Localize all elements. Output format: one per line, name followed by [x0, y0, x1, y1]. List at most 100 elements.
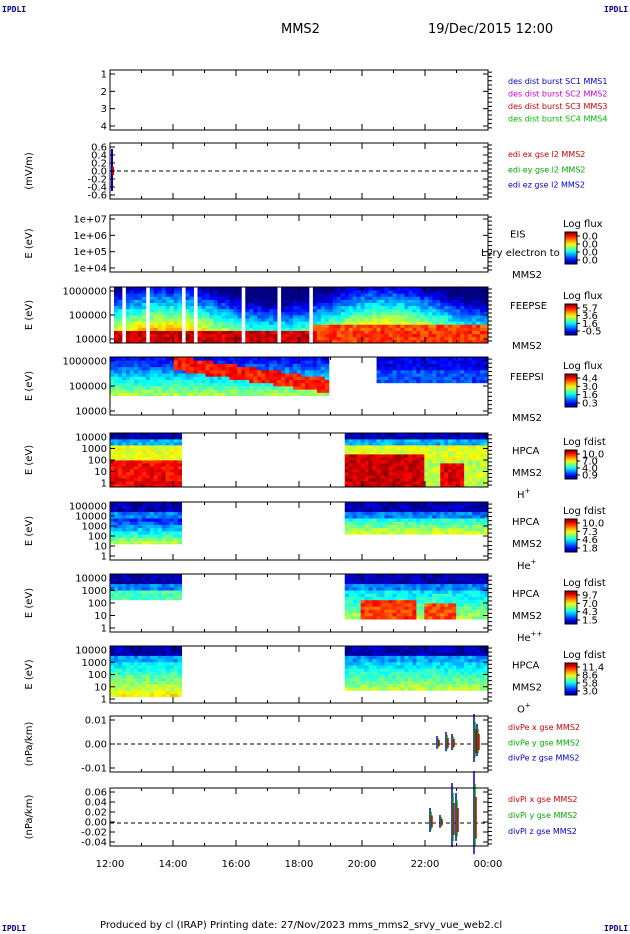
- y-axis-label: E (eV): [24, 300, 35, 330]
- spectrogram-cell: [201, 360, 206, 364]
- spectrogram-cell: [444, 508, 449, 513]
- spectrogram: [110, 357, 489, 397]
- spectrogram-cell: [185, 336, 190, 341]
- spectrogram-cell: [217, 336, 222, 341]
- spectrogram-cell: [304, 324, 310, 328]
- spectrogram-cell: [173, 287, 179, 291]
- spectrogram-cell: [400, 445, 405, 449]
- spectrogram-cell: [480, 433, 485, 437]
- spectrogram-cell: [396, 518, 401, 522]
- spectrogram-cell: [464, 460, 469, 464]
- spectrogram-cell: [189, 293, 194, 297]
- spectrogram-cell: [201, 302, 206, 307]
- spectrogram-cell: [344, 469, 350, 473]
- spectrogram-cell: [364, 318, 370, 322]
- spectrogram-cell: [368, 315, 374, 319]
- spectrogram-cell: [225, 287, 230, 291]
- spectrogram-cell: [161, 296, 167, 300]
- spectrogram-cell: [436, 518, 441, 522]
- spectrogram-cell: [201, 382, 206, 387]
- spectrogram-cell: [432, 527, 437, 532]
- spectrogram-cell: [141, 287, 147, 291]
- spectrogram-cell: [113, 296, 119, 300]
- spectrogram-cell: [117, 357, 123, 361]
- spectrogram-cell: [161, 369, 167, 374]
- spectrogram-cell: [141, 457, 147, 461]
- spectrogram-cell: [444, 615, 449, 620]
- spectrogram-cell: [464, 508, 469, 513]
- spectrogram-cell: [412, 472, 417, 476]
- spectrogram-cell: [368, 524, 374, 529]
- spectrogram-cell: [125, 392, 131, 397]
- spectrogram-cell: [436, 448, 441, 452]
- spectrogram-cell: [161, 386, 167, 390]
- spectrogram-cell: [480, 451, 485, 455]
- spectrogram-cell: [113, 537, 119, 542]
- spectrogram-cell: [372, 333, 377, 338]
- spectrogram-cell: [416, 609, 421, 614]
- spectrogram-cell: [448, 433, 453, 437]
- spectrogram-cell: [384, 524, 389, 529]
- spectrogram-cell: [293, 308, 298, 313]
- spectrogram-cell: [145, 508, 151, 513]
- spectrogram-cell: [173, 481, 179, 485]
- spectrogram-cell: [388, 445, 393, 449]
- spectrogram-cell: [161, 379, 167, 384]
- spectrogram-cell: [137, 518, 143, 522]
- spectrogram-cell: [404, 508, 409, 513]
- spectrogram-cell: [348, 603, 354, 607]
- spectrogram-cell: [269, 305, 274, 310]
- spectrogram-cell: [480, 469, 485, 473]
- spectrogram-cell: [392, 333, 397, 338]
- spectrogram-cell: [388, 324, 393, 328]
- spectrogram-cell: [436, 502, 441, 506]
- spectrogram-cell: [273, 315, 278, 319]
- spectrogram-cell: [113, 382, 119, 387]
- spectrogram-cell: [249, 333, 254, 338]
- spectrogram-cell: [468, 508, 473, 513]
- spectrogram-cell: [432, 606, 437, 610]
- spectrogram-cell: [265, 308, 270, 313]
- spectrogram-cell: [388, 599, 393, 604]
- spectrogram-cell: [137, 505, 143, 509]
- spectrogram-cell: [141, 373, 147, 377]
- spectrogram-cell: [388, 299, 393, 303]
- spectrogram-cell: [237, 290, 242, 294]
- spectrogram-cell: [173, 511, 179, 516]
- spectrogram-cell: [110, 457, 115, 461]
- spectrogram-cell: [408, 311, 413, 316]
- spectrogram-cell: [340, 333, 346, 338]
- spectrogram-cell: [169, 439, 175, 443]
- spectrogram-cell: [332, 290, 338, 294]
- spectrogram-cell: [117, 518, 123, 522]
- spectrogram-cell: [173, 290, 179, 294]
- spectrogram-cell: [344, 287, 350, 291]
- spectrogram-cell: [412, 514, 417, 519]
- spectrogram-cell: [456, 324, 461, 328]
- spectrogram-cell: [476, 336, 481, 341]
- spectrogram-cell: [169, 386, 175, 390]
- spacecraft-label: MMS2: [512, 270, 542, 281]
- spectrogram-cell: [480, 457, 485, 461]
- spectrogram-cell: [197, 293, 202, 297]
- spectrogram-cell: [452, 514, 457, 519]
- spectrogram-cell: [380, 521, 385, 525]
- spectrogram: [110, 433, 489, 488]
- spectrogram-cell: [476, 299, 481, 303]
- spectrogram-cell: [364, 521, 370, 525]
- spectrogram-cell: [201, 386, 206, 390]
- spectrogram-cell: [113, 527, 119, 532]
- spectrogram-cell: [153, 308, 159, 313]
- spectrogram-cell: [344, 502, 350, 506]
- spectrogram-cell: [456, 308, 461, 313]
- spectrogram-cell: [237, 333, 242, 338]
- spectrogram-cell: [380, 321, 385, 325]
- spectrogram-cell: [157, 454, 163, 458]
- spectrogram-cell: [300, 360, 306, 364]
- spectrogram-cell: [448, 311, 453, 316]
- colorbar-tick-label: 0.3: [582, 399, 598, 410]
- spectrogram-cell: [372, 478, 377, 482]
- spectrogram-cell: [384, 436, 389, 440]
- spectrogram-cell: [452, 466, 457, 470]
